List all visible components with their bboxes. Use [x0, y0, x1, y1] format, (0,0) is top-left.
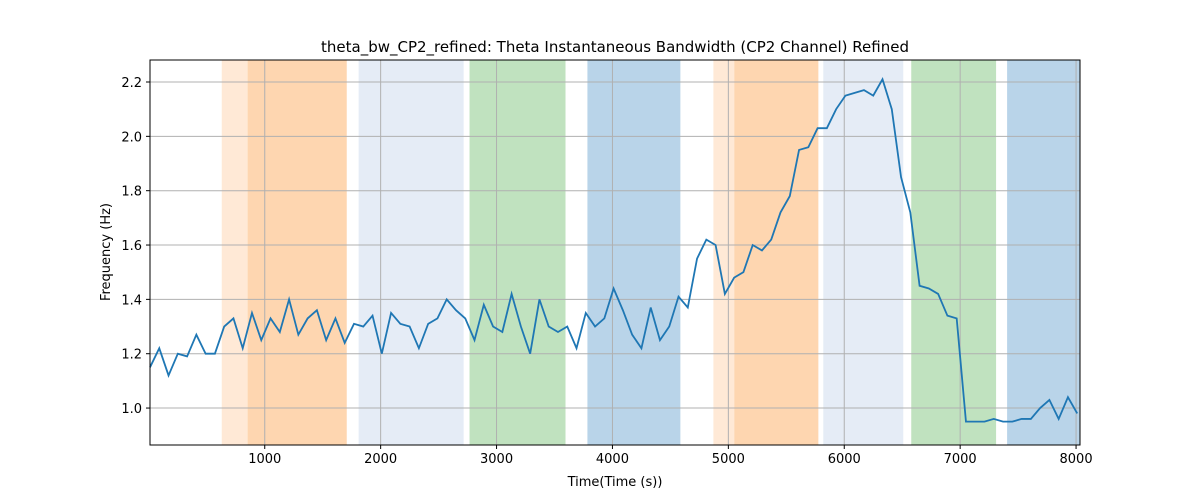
- x-tick-label: 1000: [248, 452, 281, 467]
- label-layer: 1000 2000 3000 4000 5000 6000 7000 8000 1.0 1.2 1.…: [121, 76, 1092, 467]
- x-tick-label: 7000: [944, 452, 977, 467]
- y-tick-label: 1.2: [121, 348, 142, 363]
- shaded-span: [587, 60, 681, 445]
- shaded-span: [911, 60, 997, 445]
- y-tick-label: 2.0: [121, 130, 142, 145]
- shaded-span: [358, 60, 464, 445]
- y-tick-label: 1.6: [121, 239, 142, 254]
- x-tick-label: 8000: [1060, 452, 1093, 467]
- x-tick-label: 6000: [828, 452, 861, 467]
- shaded-span: [247, 60, 347, 445]
- grid-layer: [150, 60, 1080, 445]
- chart-title: theta_bw_CP2_refined: Theta Instantaneou…: [321, 38, 909, 57]
- shaded-span: [734, 60, 819, 445]
- x-tick-label: 3000: [480, 452, 513, 467]
- x-tick-label: 4000: [596, 452, 629, 467]
- y-tick-label: 1.0: [121, 402, 142, 417]
- y-tick-label: 2.2: [121, 76, 142, 91]
- x-tick-label: 2000: [364, 452, 397, 467]
- data-line: [149, 77, 1079, 423]
- x-tick-label: 5000: [712, 452, 745, 467]
- shaded-span: [1007, 60, 1080, 445]
- y-tick-label: 1.4: [121, 293, 142, 308]
- y-axis-label: Frequency (Hz): [99, 203, 114, 301]
- shaded-span: [823, 60, 904, 445]
- x-axis-label: Time(Time (s)): [567, 475, 663, 490]
- plot-layer: [149, 77, 1079, 423]
- span-layer: [221, 60, 1080, 445]
- y-tick-label: 1.8: [121, 185, 142, 200]
- plot-frame: [149, 59, 1081, 446]
- shaded-span: [469, 60, 566, 445]
